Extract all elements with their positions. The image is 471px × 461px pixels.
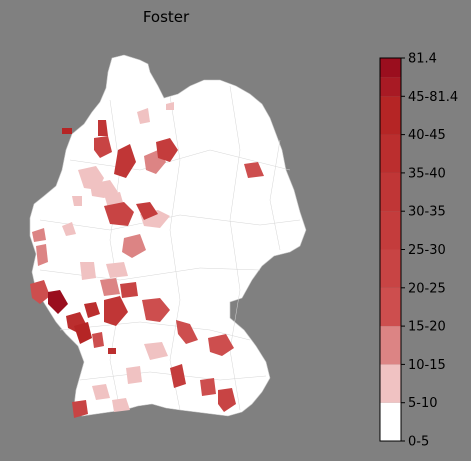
- colorbar-tick-label: 30-35: [408, 205, 446, 220]
- colorbar-bin-20-25: [380, 249, 401, 288]
- district-region: [218, 388, 236, 412]
- district-region: [176, 320, 198, 344]
- district-region: [104, 202, 134, 226]
- district-region: [170, 364, 186, 388]
- colorbar-bin-81.4: [380, 58, 401, 78]
- district-region: [108, 348, 116, 354]
- colorbar-tick-label: 81.4: [408, 52, 437, 67]
- district-region: [94, 136, 112, 158]
- colorbar-bin-45-81.4: [380, 77, 401, 97]
- map-title: Foster: [142, 8, 190, 26]
- colorbar-bin-10-15: [380, 326, 401, 365]
- colorbar-bin-5-10: [380, 364, 401, 403]
- district-shading: [30, 102, 264, 418]
- colorbar-bin-25-30: [380, 211, 401, 250]
- district-region: [208, 334, 234, 356]
- colorbar-tick-label: 40-45: [408, 128, 446, 143]
- colorbar-tick-label: 35-40: [408, 166, 446, 181]
- district-region: [62, 128, 72, 134]
- colorbar-bin-15-20: [380, 287, 401, 327]
- district-region: [48, 290, 68, 314]
- district-region: [120, 282, 138, 298]
- district-region: [100, 278, 120, 296]
- district-region: [92, 332, 104, 348]
- district-region: [84, 302, 100, 318]
- district-region: [244, 162, 264, 178]
- district-region: [122, 234, 146, 258]
- district-region: [72, 400, 88, 418]
- district-region: [144, 342, 168, 360]
- district-region: [32, 228, 46, 242]
- colorbar-tick-label: 5-10: [408, 396, 438, 411]
- colorbar-tick-label: 15-20: [408, 320, 446, 335]
- district-region: [92, 384, 110, 400]
- colorbar-bin-30-35: [380, 172, 401, 212]
- colorbar-bin-40-45: [380, 96, 401, 135]
- colorbar-tick-label: 45-81.4: [408, 90, 458, 105]
- colorbar-tick-label: 0-5: [408, 435, 429, 450]
- district-region: [200, 378, 216, 396]
- district-region: [112, 398, 130, 412]
- district-region: [80, 262, 96, 280]
- district-region: [98, 120, 108, 136]
- colorbar-bin-0-5: [380, 402, 401, 441]
- district-region: [62, 222, 76, 236]
- district-region: [72, 196, 82, 206]
- district-region: [30, 280, 50, 304]
- district-region: [126, 366, 142, 384]
- district-region: [74, 322, 92, 344]
- district-region: [104, 296, 128, 326]
- district-region: [36, 244, 48, 266]
- district-region: [166, 102, 174, 110]
- district-region: [142, 298, 170, 322]
- district-region: [106, 262, 128, 278]
- colorbar-tick-label: 20-25: [408, 281, 446, 296]
- district-region: [156, 138, 178, 162]
- colorbar-bin-35-40: [380, 134, 401, 173]
- district-region: [136, 202, 158, 220]
- colorbar-tick-label: 25-30: [408, 243, 446, 258]
- district-region: [114, 144, 136, 178]
- colorbar-tick-label: 10-15: [408, 358, 446, 373]
- district-region: [137, 108, 150, 124]
